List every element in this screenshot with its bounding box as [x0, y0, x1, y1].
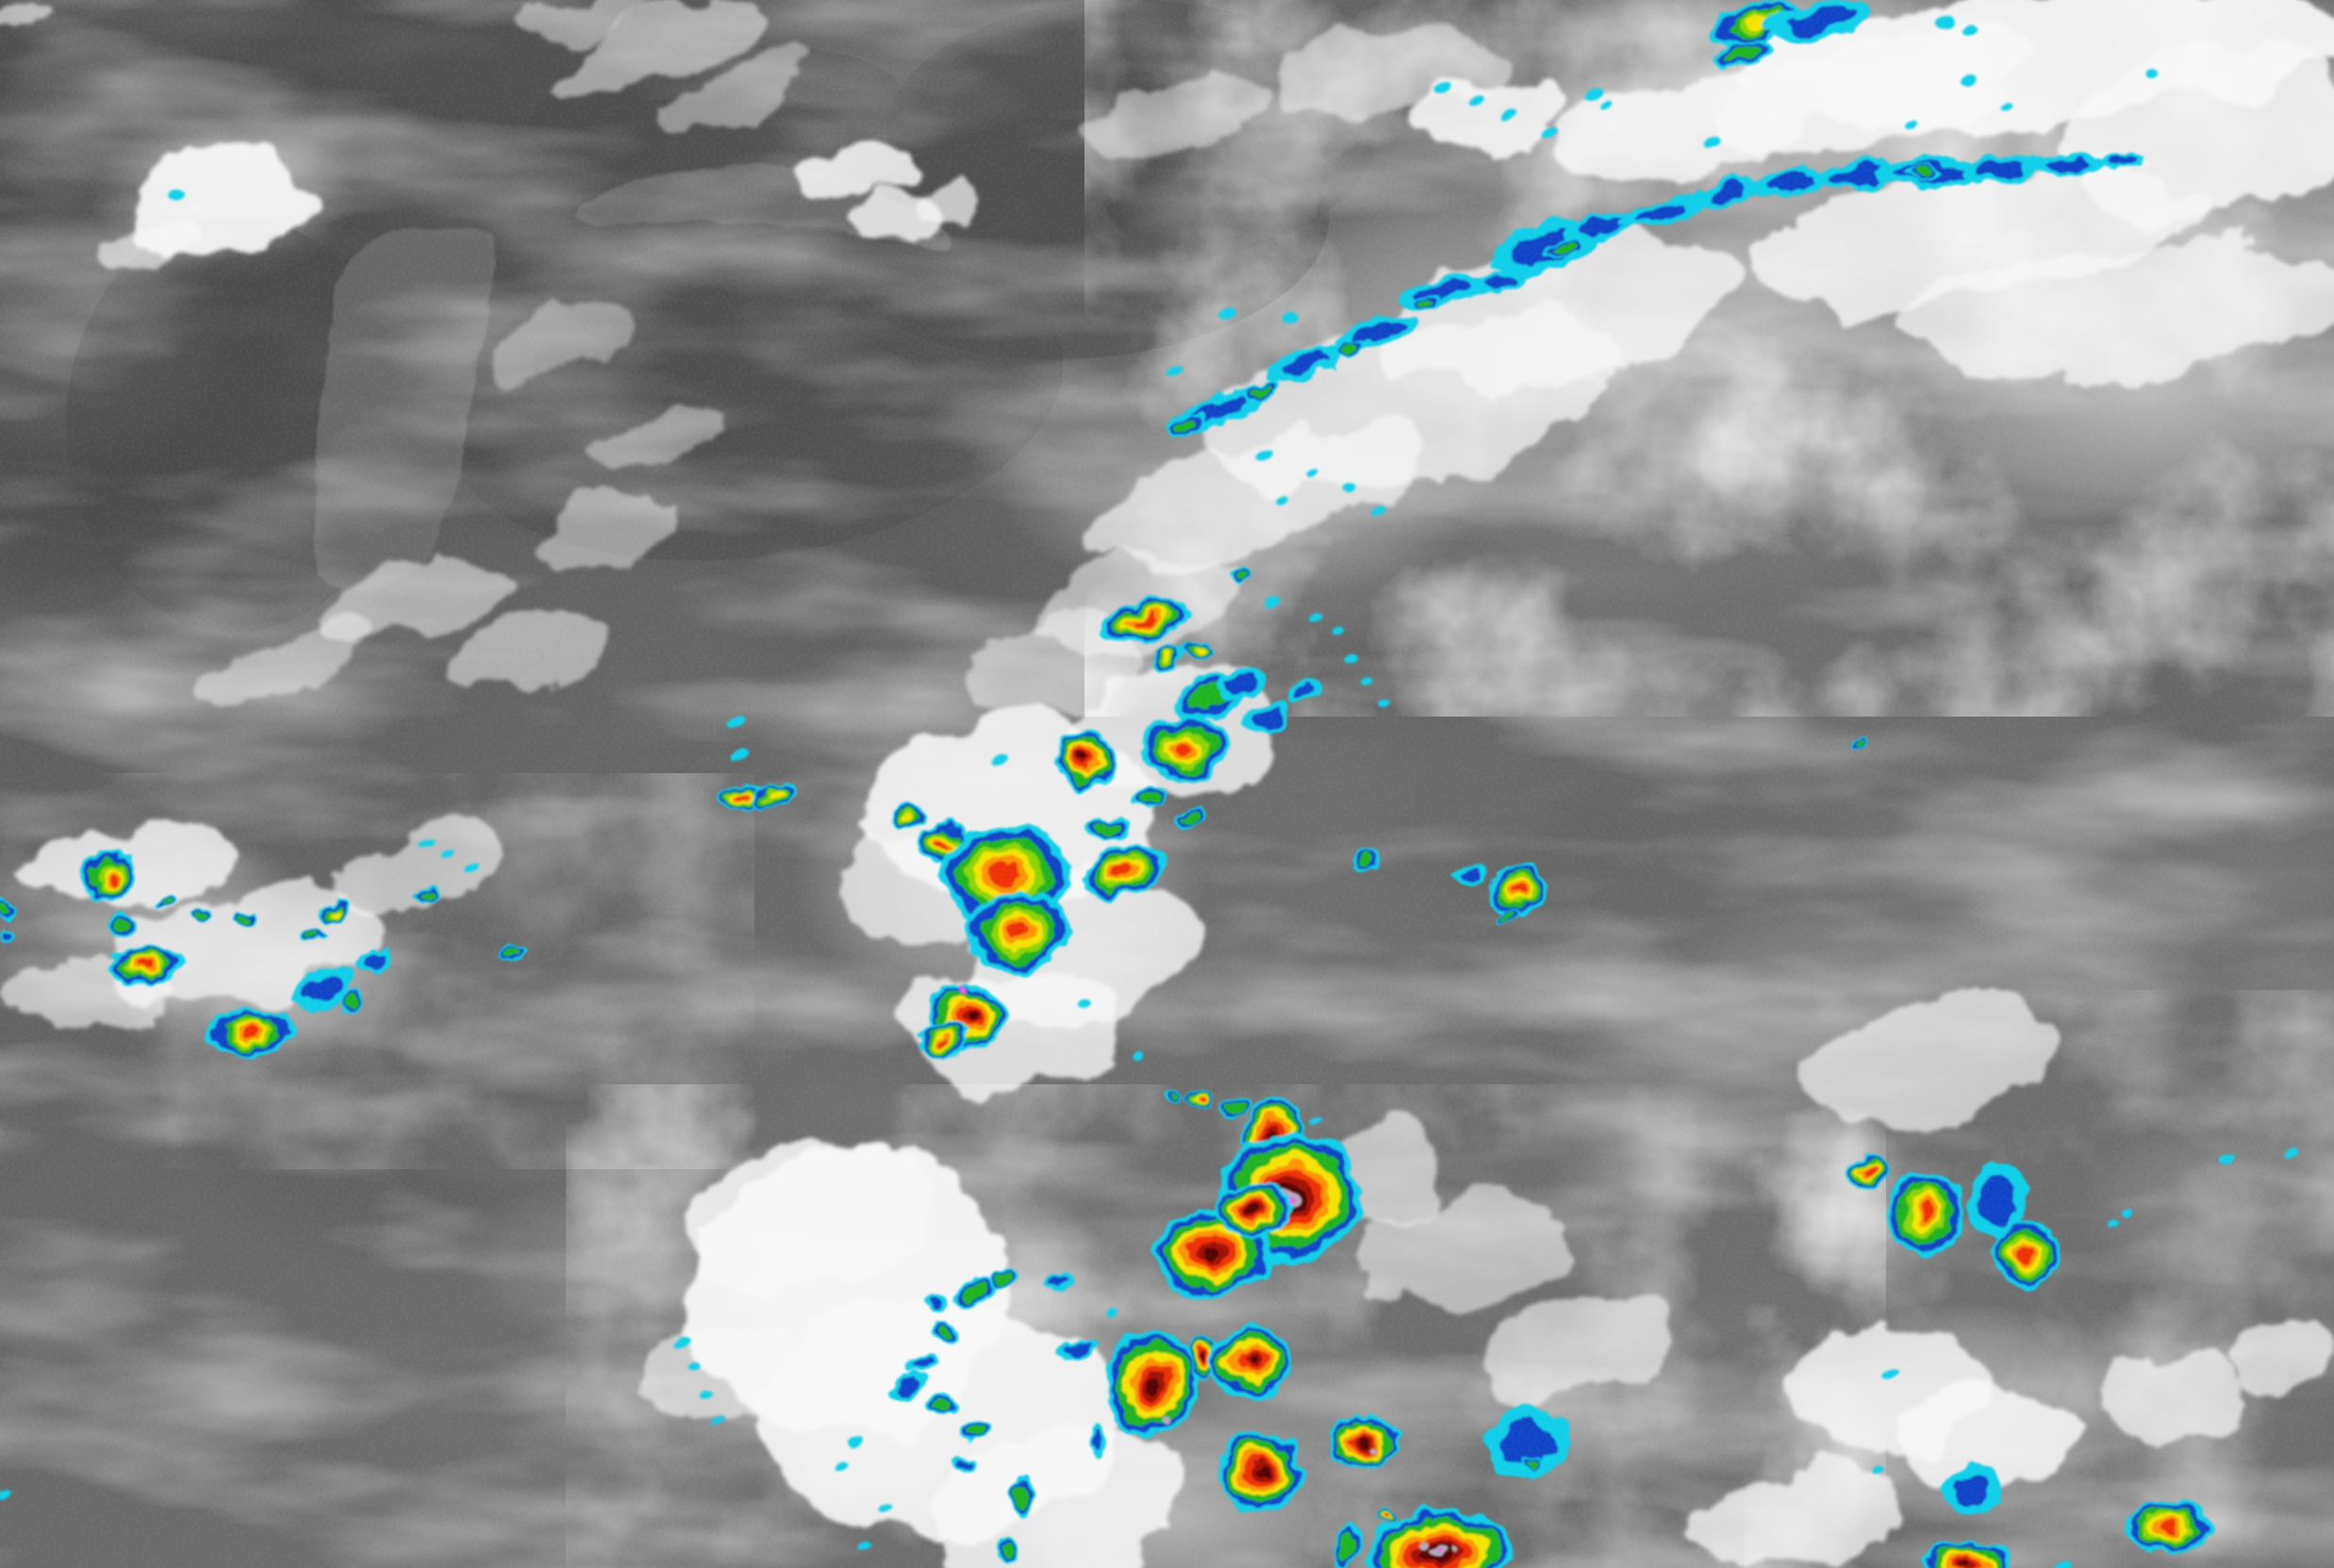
satellite-image — [0, 0, 2334, 1568]
sensor-grain — [0, 0, 2334, 1568]
satellite-canvas — [0, 0, 2334, 1568]
